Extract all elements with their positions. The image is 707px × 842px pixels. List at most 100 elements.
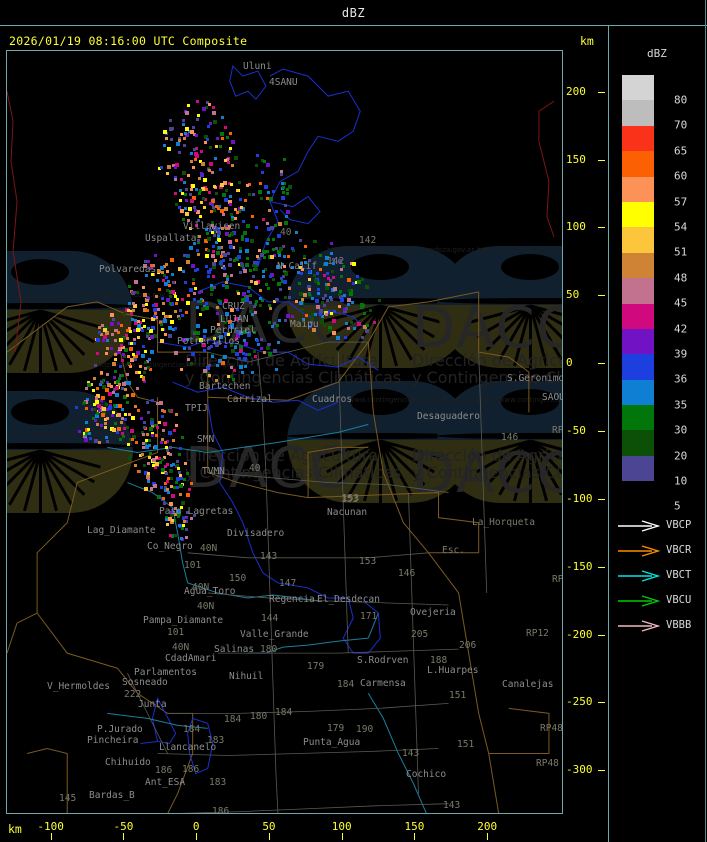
watermark-url: http://www.contingencias.mendoza.gov.ar (477, 396, 562, 404)
radar-echo-pixel (314, 279, 318, 283)
radar-echo-pixel (154, 303, 158, 307)
radar-echo-pixel (165, 263, 168, 266)
radar-echo-pixel (313, 274, 316, 277)
arrow-icon (618, 520, 660, 532)
radar-echo-pixel (203, 305, 206, 308)
radar-echo-pixel (196, 249, 199, 252)
radar-echo-pixel (135, 371, 138, 374)
radar-echo-pixel (100, 371, 103, 374)
radar-echo-pixel (184, 207, 187, 210)
radar-echo-pixel (143, 293, 147, 297)
radar-echo-pixel (105, 352, 108, 355)
radar-echo-pixel (134, 280, 138, 284)
radar-echo-pixel (174, 166, 177, 169)
radar-echo-pixel (169, 119, 172, 122)
radar-echo-pixel (150, 421, 154, 425)
radar-echo-pixel (177, 512, 181, 516)
color-band-label-54: 54 (674, 220, 688, 234)
radar-echo-pixel (288, 296, 291, 299)
map-route-label: 40N (172, 642, 190, 653)
map-place-label: 4SANU (269, 77, 298, 88)
radar-echo-pixel (126, 337, 129, 340)
radar-echo-pixel (241, 235, 244, 238)
radar-echo-pixel (299, 266, 302, 269)
radar-echo-pixel (204, 198, 207, 201)
radar-echo-pixel (224, 126, 227, 129)
radar-echo-pixel (154, 445, 158, 449)
radar-echo-pixel (87, 428, 90, 431)
radar-echo-pixel (207, 237, 211, 241)
radar-echo-pixel (165, 137, 168, 140)
radar-echo-pixel (250, 280, 253, 283)
radar-echo-pixel (106, 339, 109, 342)
radar-echo-pixel (227, 161, 230, 164)
radar-echo-pixel (332, 276, 335, 279)
radar-echo-pixel (89, 437, 92, 440)
radar-echo-pixel (180, 477, 183, 480)
radar-echo-pixel (278, 222, 282, 226)
radar-echo-pixel (134, 464, 137, 467)
radar-echo-pixel (272, 278, 275, 281)
radar-echo-pixel (225, 281, 228, 284)
radar-echo-pixel (304, 261, 307, 264)
radar-echo-pixel (171, 519, 174, 522)
radar-echo-pixel (216, 312, 219, 315)
radar-echo-pixel (128, 327, 131, 330)
radar-echo-pixel (141, 453, 144, 456)
radar-echo-pixel (129, 438, 132, 441)
radar-echo-pixel (183, 520, 186, 523)
radar-echo-pixel (210, 345, 213, 348)
radar-echo-pixel (323, 304, 326, 307)
radar-echo-pixel (150, 350, 154, 354)
radar-echo-pixel (120, 324, 123, 327)
radar-echo-pixel (271, 325, 274, 328)
radar-echo-pixel (314, 240, 317, 243)
radar-echo-pixel (240, 263, 244, 267)
x-tick-label: -50 (113, 820, 134, 833)
radar-echo-pixel (197, 253, 200, 256)
radar-echo-pixel (172, 534, 175, 537)
radar-echo-pixel (268, 304, 271, 307)
radar-echo-pixel (121, 417, 124, 420)
radar-echo-pixel (136, 351, 140, 355)
map-place-label: Pincheira (87, 735, 139, 746)
radar-echo-pixel (161, 271, 164, 274)
radar-echo-pixel (143, 464, 146, 467)
radar-echo-pixel (137, 470, 140, 473)
radar-echo-pixel (319, 313, 322, 316)
radar-echo-pixel (270, 273, 274, 277)
radar-echo-pixel (357, 280, 361, 284)
radar-map-panel[interactable]: DACC DACC DACC DACC Dirección de Agricultura… (6, 50, 563, 814)
map-route-label: 153 (359, 556, 377, 567)
radar-echo-pixel (185, 133, 189, 137)
radar-echo-pixel (106, 408, 109, 411)
radar-echo-pixel (136, 328, 140, 332)
radar-echo-pixel (206, 232, 209, 235)
radar-echo-pixel (259, 304, 262, 307)
radar-echo-pixel (142, 433, 145, 436)
dbz-color-scale[interactable]: 80 70 65 60 57 54 51 48 45 42 39 36 35 30 20 10 5 (622, 75, 687, 513)
radar-echo-pixel (299, 301, 303, 305)
radar-echo-pixel (282, 186, 285, 189)
radar-echo-pixel (282, 275, 285, 278)
radar-echo-pixel (168, 334, 172, 338)
map-place-label: Valle_Grande (240, 629, 309, 640)
radar-echo-pixel (163, 456, 166, 459)
radar-echo-pixel (312, 328, 316, 332)
radar-echo-pixel (350, 262, 353, 265)
map-route-label: 143 (443, 800, 461, 811)
track-legend-label: VBBB (666, 619, 692, 631)
radar-echo-pixel (229, 203, 232, 206)
radar-echo-pixel (139, 321, 142, 324)
radar-echo-pixel (176, 486, 179, 489)
radar-echo-pixel (277, 341, 280, 344)
radar-echo-pixel (103, 328, 107, 332)
radar-echo-pixel (190, 160, 193, 163)
map-place-label: Pampa_Diamante (143, 615, 224, 626)
radar-echo-pixel (235, 337, 238, 340)
radar-echo-pixel (221, 227, 224, 230)
radar-echo-pixel (209, 229, 212, 232)
radar-echo-pixel (272, 238, 275, 241)
color-band-label-57: 57 (674, 195, 688, 209)
radar-echo-pixel (229, 245, 233, 249)
